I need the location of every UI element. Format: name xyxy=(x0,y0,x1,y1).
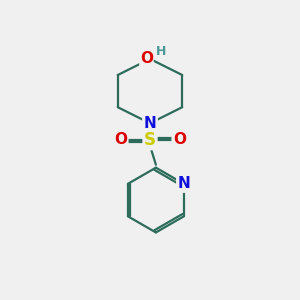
Text: O: O xyxy=(114,132,127,147)
Text: H: H xyxy=(156,45,166,58)
Text: N: N xyxy=(144,116,156,131)
Text: O: O xyxy=(140,51,153,66)
Text: S: S xyxy=(144,131,156,149)
Text: O: O xyxy=(173,132,186,147)
Text: N: N xyxy=(178,176,190,191)
